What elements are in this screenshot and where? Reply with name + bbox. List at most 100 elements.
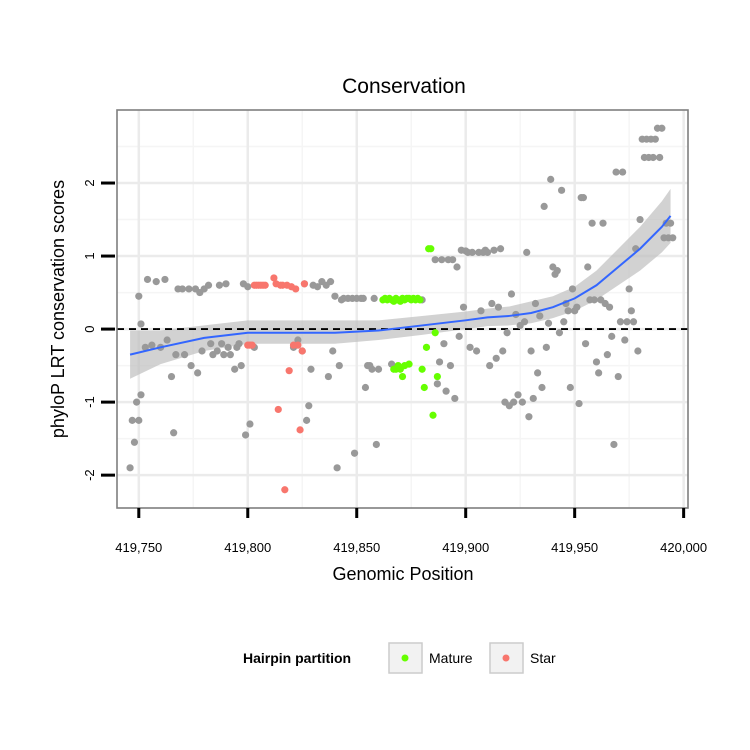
point-other [324,372,333,381]
x-tick-label: 419,800 [224,540,271,555]
point-other [555,329,564,337]
point-mature [420,383,428,392]
point-other [529,394,537,403]
y-tick-label: 0 [82,325,97,332]
legend-star-dot [502,654,510,662]
point-other [483,248,492,257]
point-other [520,318,529,326]
point-other [137,391,145,399]
point-other [152,278,160,286]
point-other [172,351,180,359]
point-star [281,486,289,494]
point-other [584,263,592,271]
point-other [605,303,614,311]
point-other [608,332,616,340]
point-other [666,219,675,227]
point-star [270,274,278,282]
point-other [629,318,638,326]
point-other [492,354,500,362]
point-other [135,416,143,424]
point-other [658,124,666,132]
point-other [518,398,526,406]
point-mature [418,365,426,373]
x-axis-title: Genomic Position [332,564,473,584]
y-tick-label: 1 [82,252,97,259]
point-mature [429,411,437,419]
point-other [488,299,496,308]
point-other [213,347,221,355]
point-other [361,383,370,392]
y-tick-label: -1 [82,396,97,408]
point-other [307,365,315,373]
x-tick-label: 419,750 [115,540,162,555]
point-other [163,336,171,344]
point-other [472,347,481,355]
point-other [540,202,548,210]
point-other [374,365,383,373]
point-other [538,383,546,392]
point-mature [398,372,407,381]
point-other [636,215,644,224]
point-other [148,341,156,349]
point-other [241,431,250,439]
legend-label-star: Star [530,650,556,666]
point-star [298,347,306,355]
point-mature [422,343,431,351]
x-tick-label: 419,900 [442,540,489,555]
point-other [433,380,441,388]
point-other [536,312,544,320]
x-tick-label: 419,950 [551,540,598,555]
point-other [634,347,642,355]
point-other [135,292,143,300]
point-other [185,285,193,293]
point-other [455,332,463,340]
data-points [126,124,677,494]
point-other [599,219,607,227]
point-other [531,299,540,308]
point-other [486,361,494,370]
point-other [557,186,566,194]
point-other [579,194,587,202]
point-other [178,285,186,293]
point-star [248,341,256,349]
point-star [300,280,309,288]
point-other [451,394,459,403]
point-other [224,343,232,351]
point-other [503,329,511,337]
point-other [466,343,474,351]
confidence-band [130,188,671,379]
point-other [141,343,149,351]
point-other [440,340,448,348]
legend-title: Hairpin partition [243,650,351,666]
legend: Hairpin partition Mature Star [243,642,556,674]
x-axis: 419,750 419,800 419,850 419,900 419,950 420,0… [115,508,707,555]
point-other [194,369,202,377]
point-mature [431,329,439,337]
point-other [507,290,516,298]
point-other [333,464,341,472]
point-other [459,303,468,311]
point-other [669,234,677,242]
point-other [568,285,577,293]
point-other [616,318,625,326]
point-star [294,341,302,349]
plot-border [116,109,689,509]
point-other [294,336,302,344]
point-other [651,135,659,143]
point-other [222,280,230,288]
x-tick-label: 419,850 [333,540,380,555]
point-other [244,283,252,291]
point-other [237,361,245,370]
point-other [514,391,522,399]
point-other [449,256,457,264]
smooth-fit-line [129,215,672,356]
point-other [226,351,234,359]
point-other [220,351,228,359]
point-other [231,365,239,373]
point-other [523,248,531,257]
legend-mature-dot [401,654,409,662]
point-other [215,281,224,289]
point-other [350,449,359,457]
point-star [274,405,282,414]
